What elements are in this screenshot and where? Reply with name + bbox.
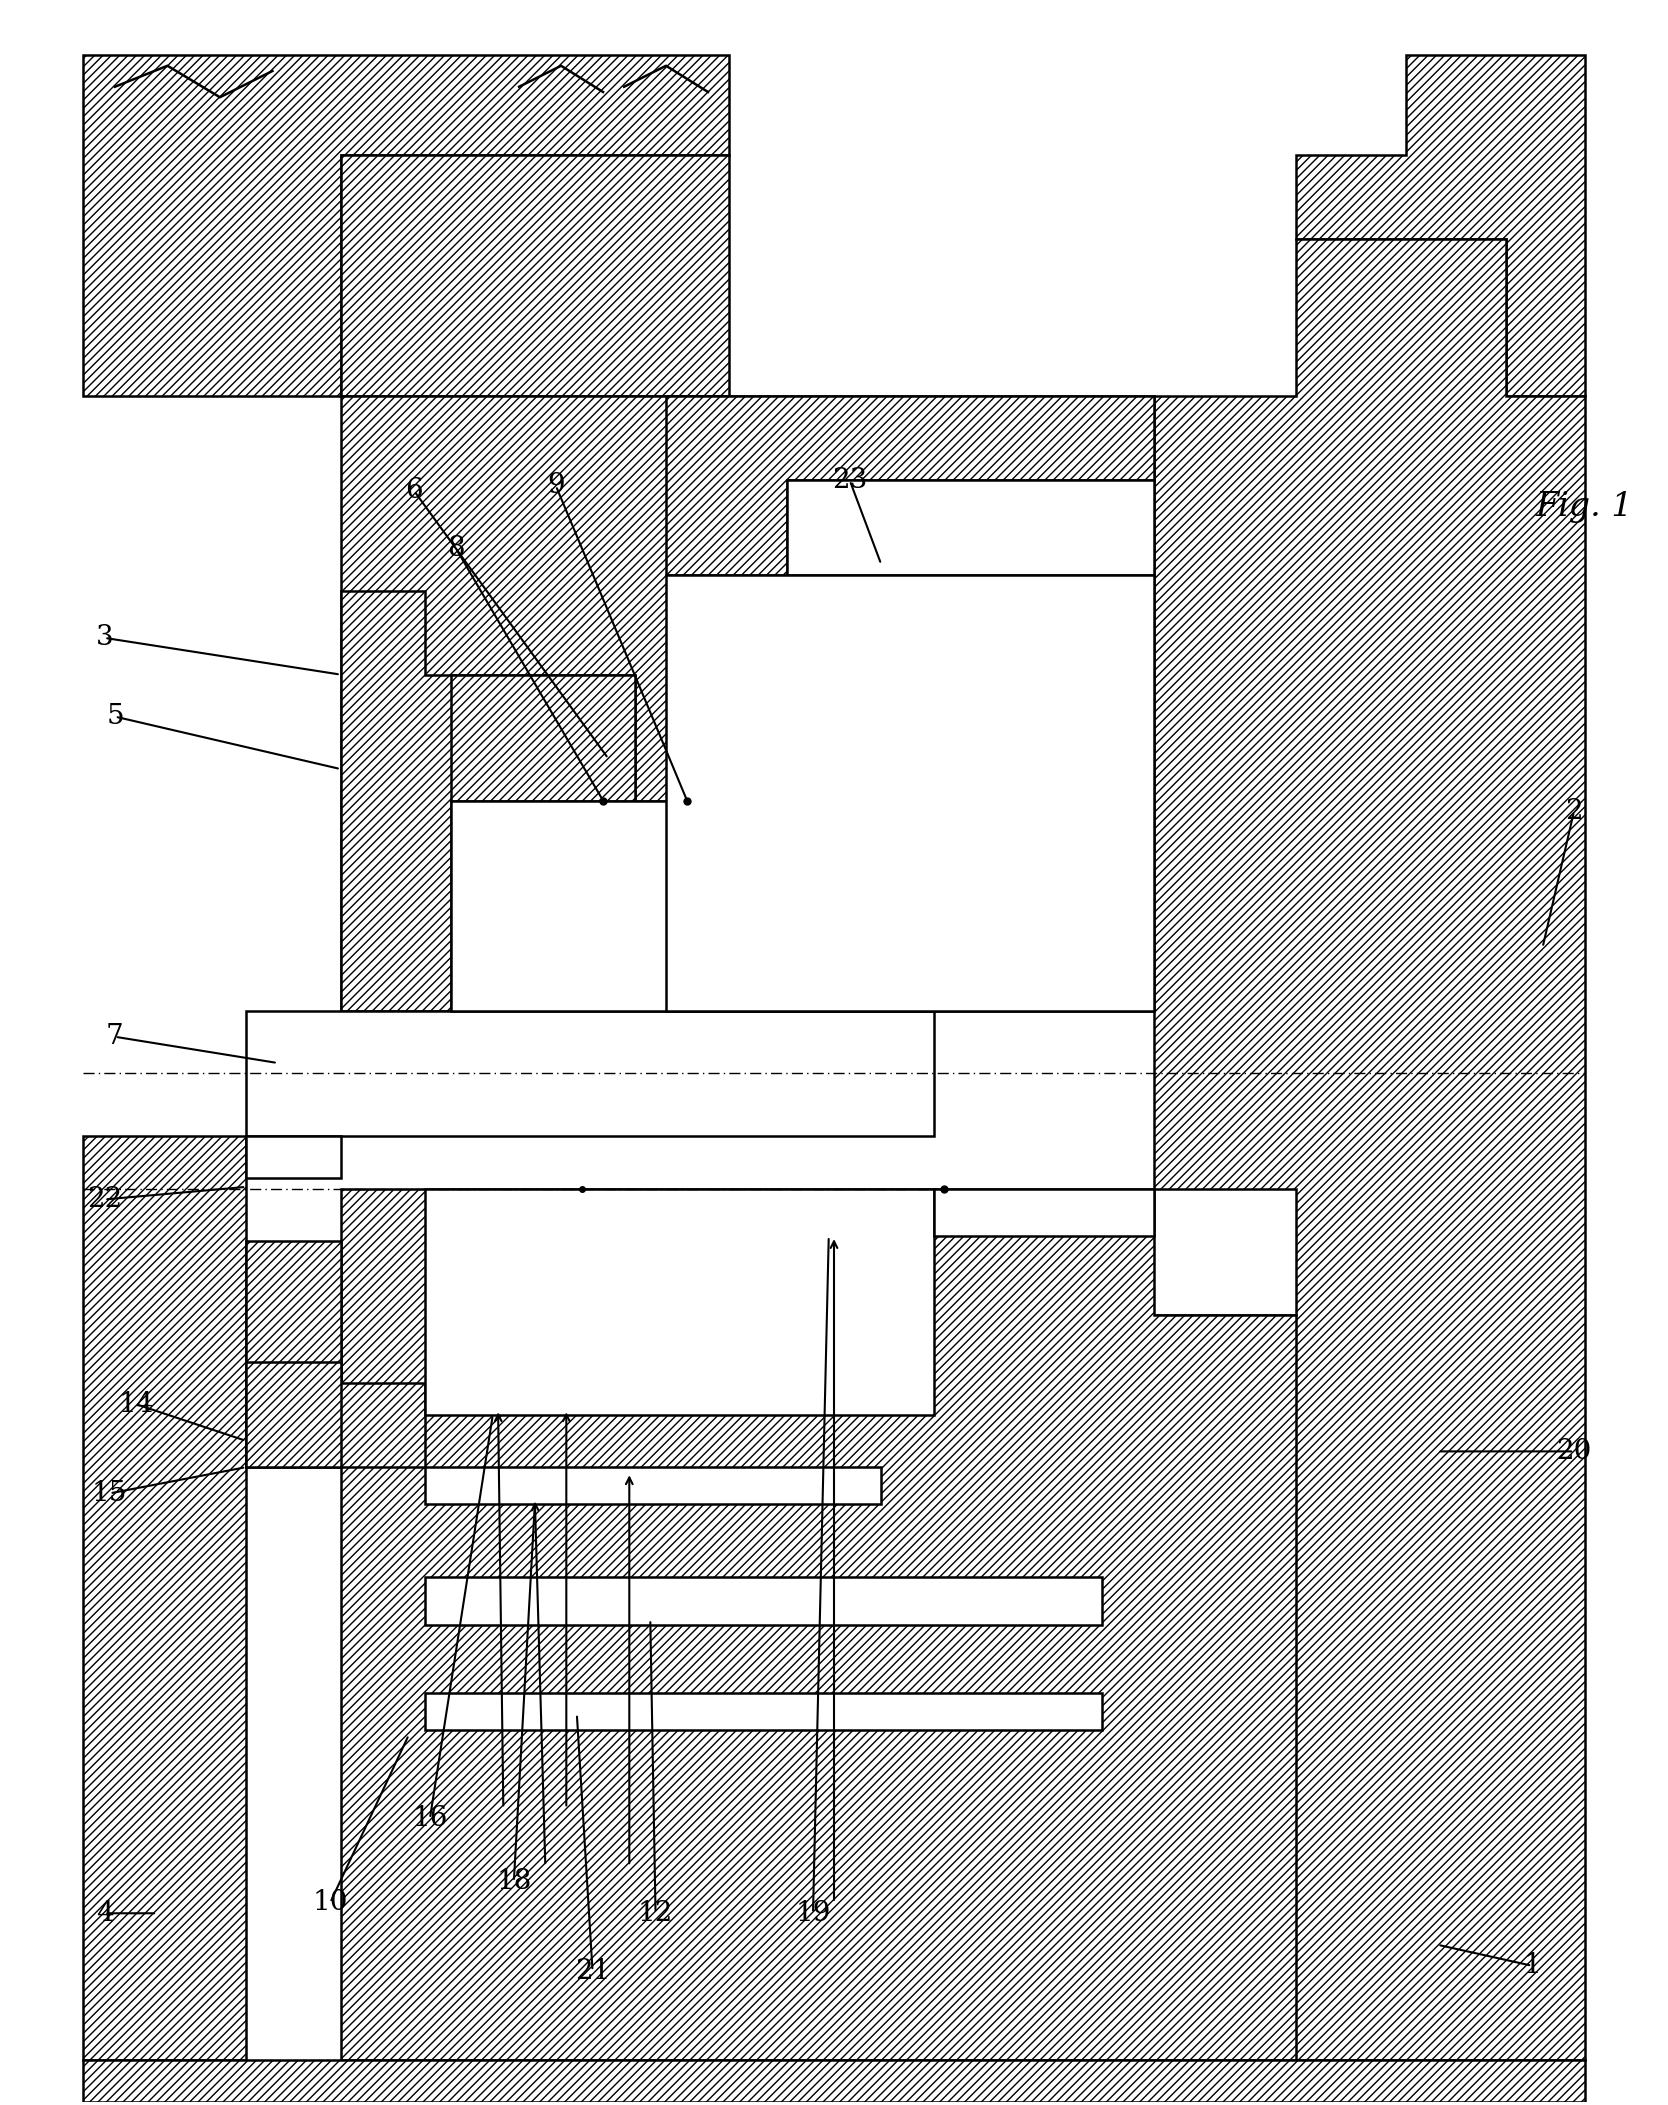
Text: 21: 21 [575,1958,610,1985]
Polygon shape [450,674,634,800]
Text: 14: 14 [118,1391,153,1417]
Polygon shape [83,55,729,396]
Text: 18: 18 [495,1869,532,1894]
Polygon shape [247,1242,425,1467]
Polygon shape [247,1137,340,1179]
Text: 1: 1 [1523,1951,1541,1979]
Polygon shape [340,156,729,396]
Text: 23: 23 [832,467,867,495]
Text: 16: 16 [412,1806,447,1831]
Polygon shape [340,1189,1296,2061]
Polygon shape [666,575,1154,1010]
Text: 7: 7 [107,1023,123,1050]
Polygon shape [83,2061,1585,2103]
Text: 20: 20 [1556,1438,1591,1465]
Text: 10: 10 [312,1890,349,1916]
Polygon shape [425,1467,881,1503]
Text: Fig. 1: Fig. 1 [1536,490,1633,522]
Text: 19: 19 [796,1901,831,1926]
Text: 8: 8 [447,535,465,562]
Polygon shape [1154,240,1585,2061]
Text: 6: 6 [405,478,424,505]
Polygon shape [450,800,934,1010]
Text: 4: 4 [95,1901,113,1926]
Polygon shape [340,396,1154,1010]
Polygon shape [425,1692,1101,1730]
Polygon shape [83,1137,247,2061]
Text: 5: 5 [107,703,123,730]
Polygon shape [247,1010,934,1137]
Polygon shape [1296,55,1585,396]
Polygon shape [934,1189,1154,1236]
Text: 9: 9 [547,472,565,499]
Polygon shape [340,592,634,1010]
Text: 12: 12 [637,1901,674,1926]
Text: 22: 22 [87,1185,122,1212]
Polygon shape [425,1577,1101,1625]
Text: 3: 3 [95,625,113,650]
Text: 15: 15 [92,1480,127,1507]
Polygon shape [666,396,1154,575]
Polygon shape [787,480,1154,575]
Text: 2: 2 [1565,798,1583,825]
Polygon shape [425,1189,934,1415]
Polygon shape [247,1362,340,1467]
